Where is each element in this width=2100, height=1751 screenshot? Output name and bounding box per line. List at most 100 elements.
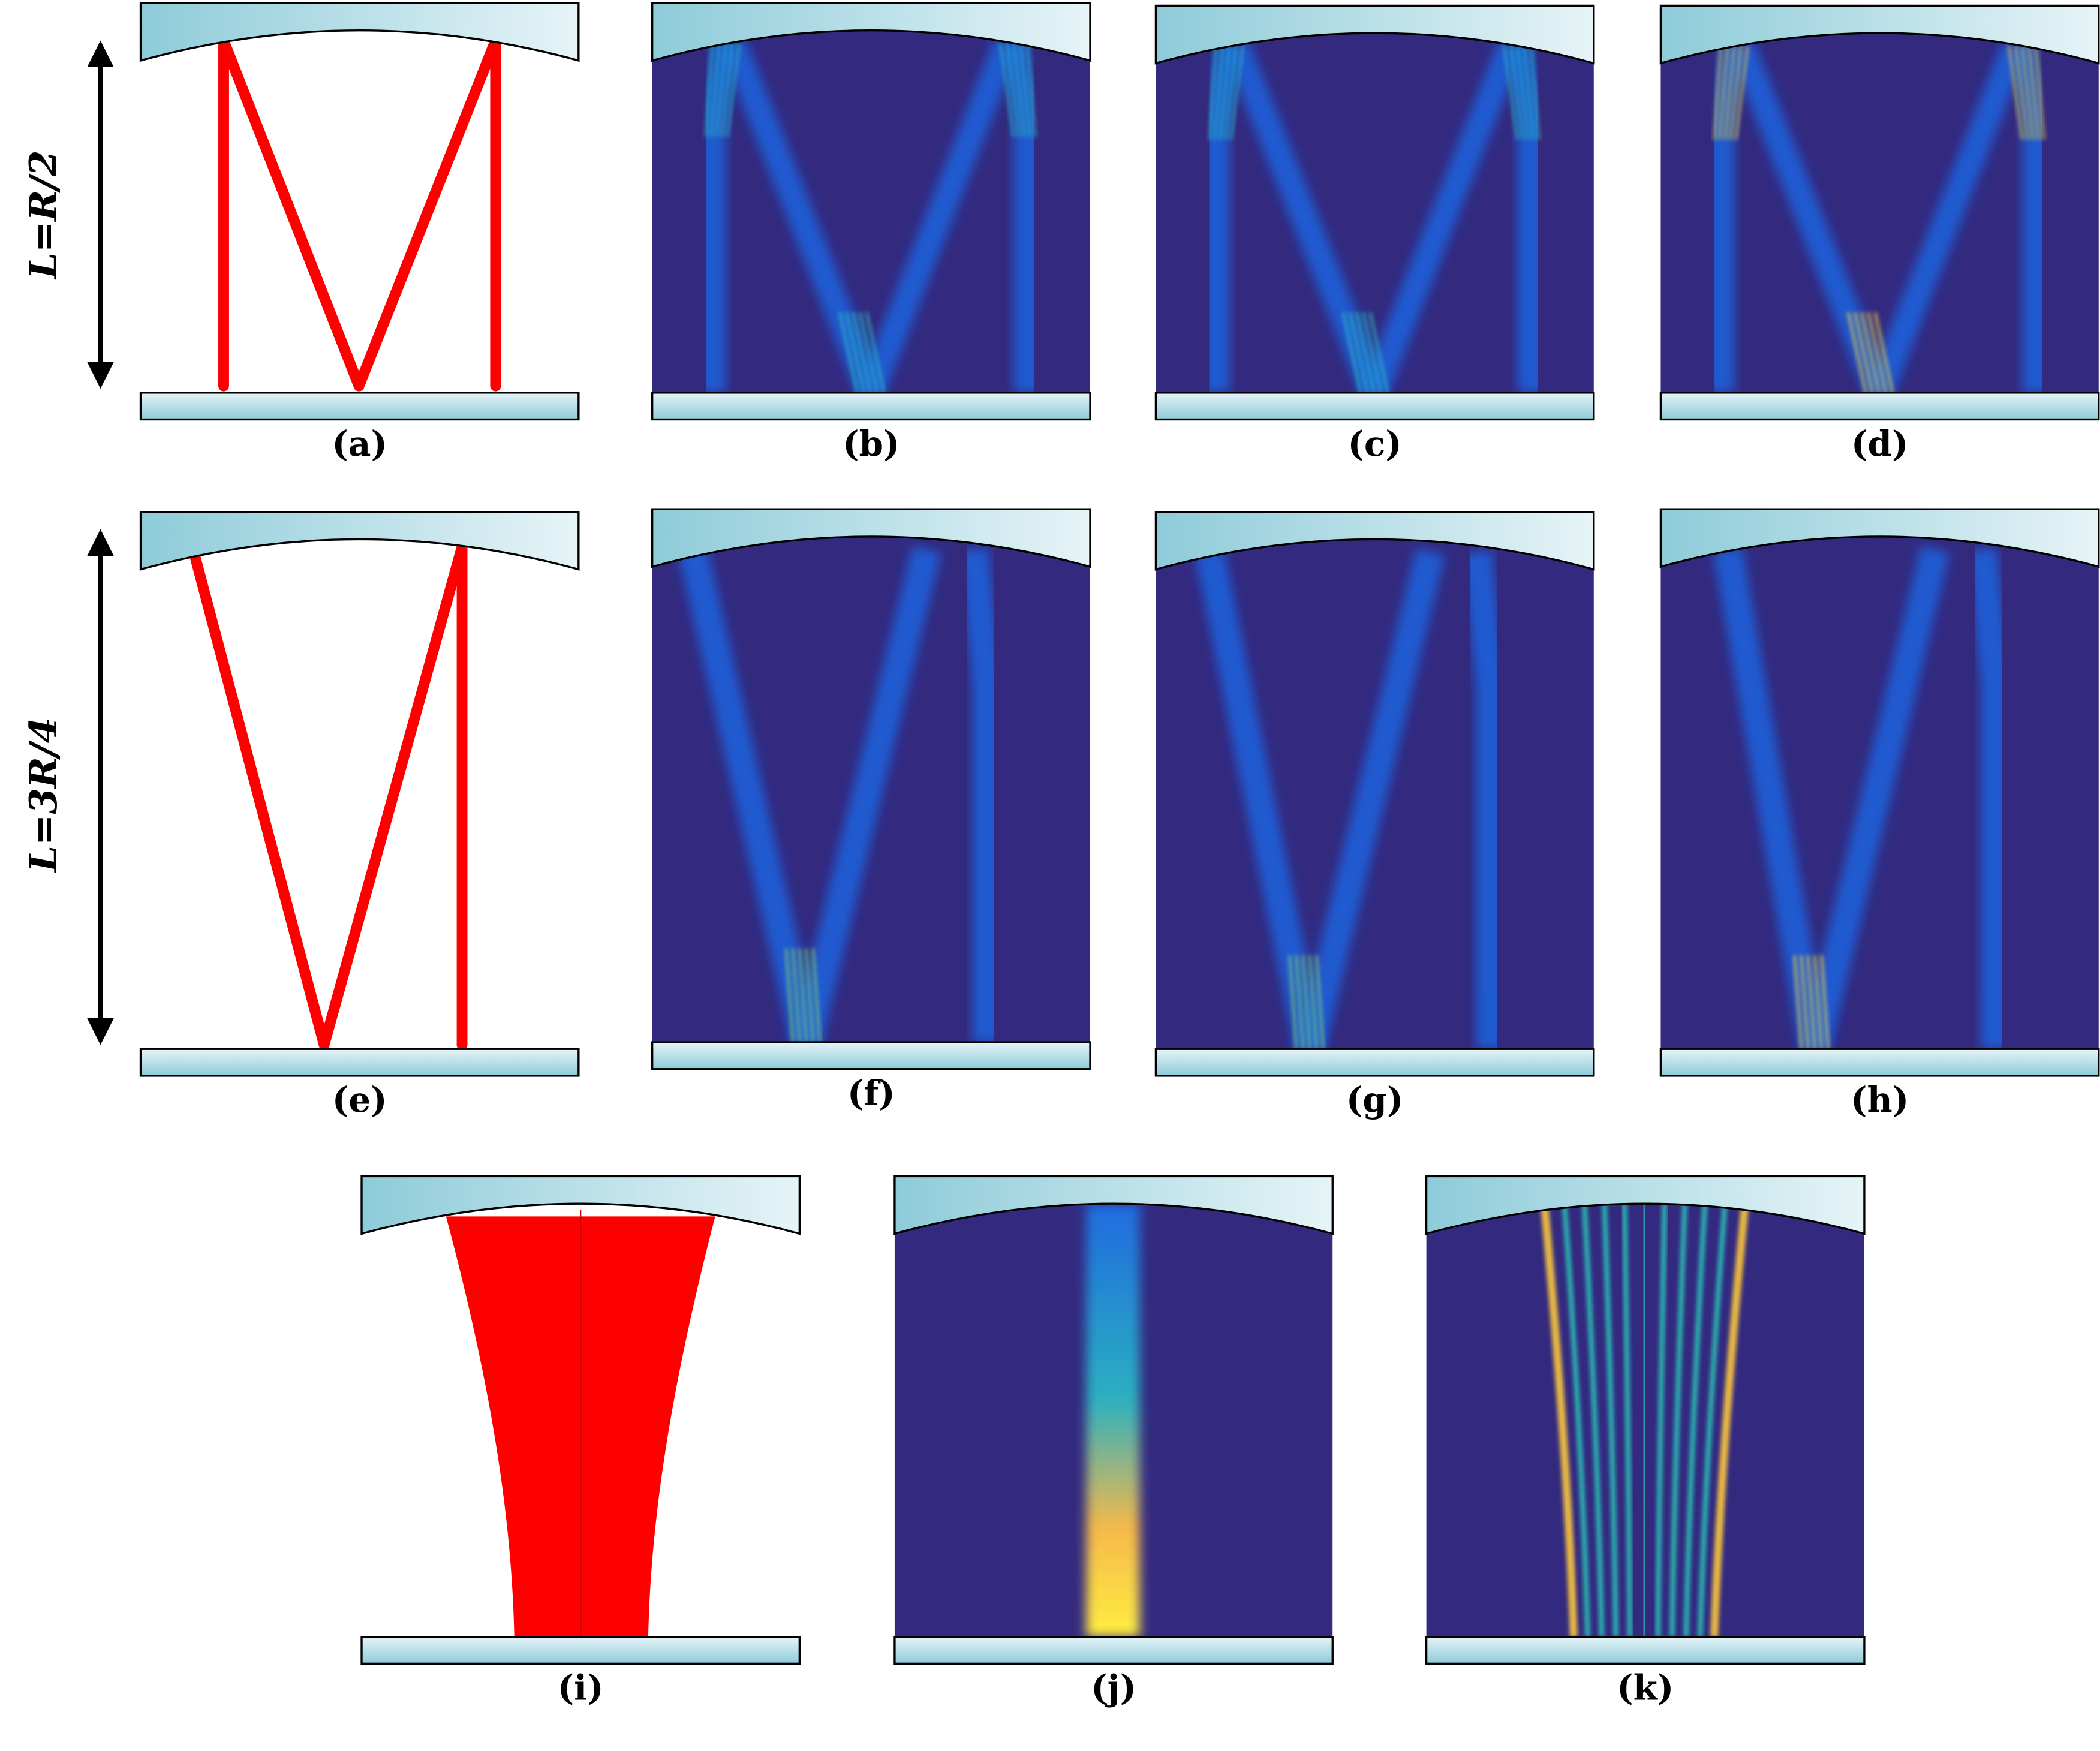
beam [858,38,1020,393]
panel: (b) [651,2,1091,464]
beam [1295,548,1445,1049]
panel-label: (j) [1091,1667,1136,1708]
beam [709,43,721,137]
beam [1288,955,1298,1049]
beam [1713,46,1723,140]
beam [1523,46,1535,140]
beam [791,948,801,1043]
beam [1315,955,1325,1049]
beam [1349,312,1369,393]
beam [715,43,727,137]
beam [1723,46,1736,140]
beam [1813,955,1823,1049]
panel: (g) [1154,510,1595,1120]
flat-mirror [651,392,1091,421]
beam [2007,46,2024,140]
panel: (h) [1659,508,2100,1120]
beam [1295,955,1305,1049]
beam [1713,546,1830,1049]
beam [1509,46,1524,140]
curved-mirror [1659,4,2100,65]
fringe [1602,1202,1619,1637]
field [1707,41,2050,393]
beam [1012,43,1026,137]
fringe [1581,1202,1605,1637]
fringe [1710,1202,1749,1637]
panel: (k) [1425,1175,1866,1708]
beam [1718,46,1729,140]
field [1202,41,1545,393]
fringe [1540,1202,1578,1637]
fringe [1621,1202,1633,1637]
fringe [1697,1202,1728,1637]
beam [2027,46,2040,140]
beam [1362,312,1382,393]
beam [1301,955,1311,1049]
row-label-2: L=3R/4 [21,529,114,1045]
field [1086,1203,1140,1637]
curved-mirror [1154,510,1595,571]
curved-mirror [651,2,1091,62]
beam [1800,546,1950,1049]
beam [1866,41,2029,393]
row-label: L=R/2 [21,150,65,280]
beam [1355,312,1376,393]
beam [805,948,814,1043]
beam [784,948,795,1043]
flat-mirror [139,1048,580,1077]
beam [1846,312,1867,393]
panel-label: (a) [332,423,387,464]
flat-mirror [1154,1048,1595,1077]
beam [1219,46,1231,140]
beam [1820,955,1830,1049]
beam [1224,46,1238,140]
field [1540,1202,1749,1637]
beam [865,312,886,393]
beam [1213,46,1225,140]
beam [1368,312,1389,393]
beam [1025,43,1037,137]
flat-mirror [139,392,580,421]
beam [726,43,741,137]
ray-path [218,35,501,392]
beam [1873,312,1894,393]
beam [1729,46,1743,140]
curved-mirror [1425,1175,1866,1235]
beam [798,948,808,1043]
panel: (c) [1154,4,1595,464]
beam [845,312,865,393]
beam [959,547,1002,1043]
panel-label: (d) [1851,423,1909,464]
panel: (f) [651,508,1091,1114]
panel-label: (k) [1617,1667,1674,1708]
panel-label: (g) [1346,1079,1404,1120]
panel-label: (b) [843,423,900,464]
beam [1854,312,1874,393]
beam [2021,46,2035,140]
beam [858,312,879,393]
panel-label: (i) [558,1667,604,1708]
ray-path [188,541,468,1051]
panel: (d) [1659,4,2100,464]
beam [1229,46,1244,140]
beam [1728,41,1892,393]
curved-mirror [1659,508,2100,568]
curved-mirror [139,2,580,62]
beam [1793,955,1803,1049]
panel-label: (c) [1347,423,1401,464]
flat-mirror [1425,1636,1866,1665]
beam [838,312,859,393]
beam [852,312,872,393]
beam [1502,46,1519,140]
panel: (i) [360,1175,801,1708]
flat-mirror [1659,392,2100,421]
flat-mirror [893,1636,1334,1665]
row-label: L=3R/4 [21,717,65,873]
curved-mirror [360,1175,801,1235]
curved-mirror [1154,4,1595,65]
beam [1341,312,1362,393]
beam [2034,46,2045,140]
panel-label: (e) [332,1079,387,1120]
beam [792,546,941,1043]
